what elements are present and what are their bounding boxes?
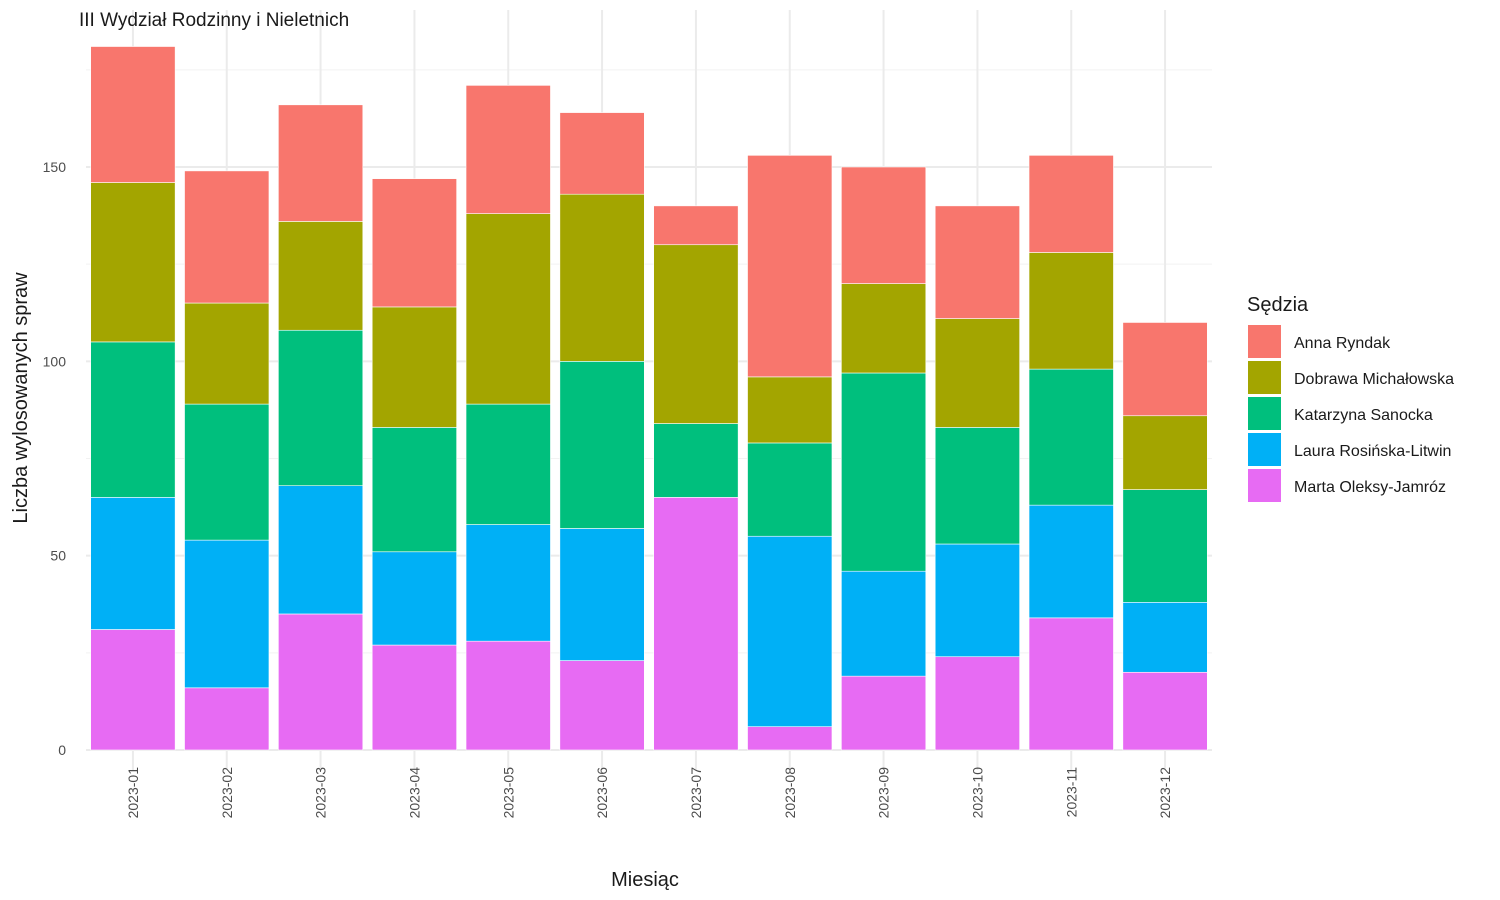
bar-segment: [1122, 415, 1208, 490]
x-tick-label: 2023-02: [219, 767, 235, 819]
x-tick-label: 2023-11: [1063, 767, 1079, 818]
bar-segment: [1122, 322, 1208, 417]
bar-segment: [465, 524, 551, 642]
y-tick-label: 50: [50, 548, 66, 564]
bar-segment: [559, 660, 645, 751]
bar-segment: [184, 302, 270, 405]
bar-segment: [465, 85, 551, 214]
bar-segment: [559, 193, 645, 362]
bar-segment: [841, 675, 927, 751]
bar-segment: [934, 205, 1020, 319]
bar-segment: [934, 543, 1020, 658]
bar-segment: [1028, 155, 1114, 253]
bar-segment: [747, 442, 833, 537]
legend-swatch: [1248, 325, 1281, 358]
y-tick-label: 100: [43, 353, 67, 369]
legend-label: Anna Ryndak: [1294, 335, 1391, 352]
bar-segment: [841, 570, 927, 677]
x-axis-label: Miesiąc: [611, 869, 679, 891]
bar-segment: [184, 170, 270, 304]
legend-label: Katarzyna Sanocka: [1294, 407, 1433, 424]
x-tick-label: 2023-10: [969, 767, 985, 819]
bar-segment: [1122, 671, 1208, 751]
bar-segment: [184, 687, 270, 751]
bar-segment: [90, 46, 176, 183]
bar-segment: [1028, 617, 1114, 751]
chart-title: III Wydział Rodzinny i Nieletnich: [79, 10, 349, 31]
bar-segment: [278, 485, 364, 615]
bar-segment: [841, 283, 927, 374]
x-tick-label: 2023-04: [406, 767, 422, 819]
bar-segment: [371, 178, 457, 308]
bar-segment: [559, 528, 645, 661]
bar-segment: [465, 403, 551, 525]
legend-swatch: [1248, 469, 1281, 502]
x-tick-label: 2023-03: [313, 767, 329, 819]
bar-segment: [371, 427, 457, 553]
x-axis-ticks: 2023-01 2023-02 2023-03 2023-04 2023-05 2023-…: [125, 767, 1173, 819]
x-tick-label: 2023-12: [1157, 767, 1173, 819]
bar-segment: [184, 539, 270, 689]
bar-segment: [90, 629, 176, 751]
bar-segment: [278, 104, 364, 222]
x-tick-label: 2023-06: [594, 767, 610, 819]
x-tick-label: 2023-08: [782, 767, 798, 819]
legend-label: Dobrawa Michałowska: [1294, 371, 1454, 388]
bar-segment: [371, 306, 457, 428]
y-tick-label: 0: [58, 742, 66, 758]
bar-segment: [934, 656, 1020, 751]
legend-swatch: [1248, 361, 1281, 394]
bar-segment: [747, 155, 833, 378]
bar-segment: [559, 361, 645, 529]
bar-segment: [90, 341, 176, 498]
x-tick-label: 2023-07: [688, 767, 704, 819]
bar-segment: [747, 726, 833, 751]
bar-segment: [934, 318, 1020, 428]
bar-segment: [653, 244, 739, 424]
bar-segment: [1028, 504, 1114, 619]
bar-segment: [184, 403, 270, 541]
x-tick-label: 2023-09: [876, 767, 892, 819]
bar-segment: [371, 644, 457, 751]
x-tick-label: 2023-05: [500, 767, 516, 819]
bar-segment: [371, 551, 457, 646]
bar-segment: [934, 427, 1020, 545]
bar-segment: [653, 423, 739, 498]
bar-segment: [278, 329, 364, 487]
bar-segment: [278, 221, 364, 331]
bar-segment: [747, 376, 833, 444]
bars: [90, 46, 1208, 751]
bar-segment: [1028, 252, 1114, 370]
bar-segment: [1122, 489, 1208, 603]
bar-segment: [841, 372, 927, 572]
legend-title: Sędzia: [1247, 294, 1309, 316]
legend-label: Laura Rosińska-Litwin: [1294, 443, 1451, 460]
legend-label: Marta Oleksy-Jamróz: [1294, 479, 1446, 496]
legend-swatch: [1248, 397, 1281, 430]
y-axis-ticks: 0 50 100 150: [43, 159, 67, 758]
bar-segment: [1122, 602, 1208, 673]
y-tick-label: 150: [43, 159, 67, 175]
y-axis-label: Liczba wylosowanych spraw: [10, 272, 32, 524]
bar-segment: [90, 497, 176, 630]
bar-segment: [653, 205, 739, 246]
bar-segment: [465, 213, 551, 405]
legend-swatch: [1248, 433, 1281, 466]
bar-segment: [1028, 368, 1114, 506]
bar-segment: [747, 535, 833, 727]
bar-segment: [653, 497, 739, 751]
legend: Sędzia Anna Ryndak Dobrawa Michałowska Kat…: [1247, 294, 1454, 502]
bar-segment: [278, 613, 364, 751]
bar-segment: [559, 112, 645, 195]
x-tick-label: 2023-01: [125, 767, 141, 819]
bar-segment: [841, 166, 927, 284]
bar-segment: [465, 640, 551, 751]
bar-segment: [90, 182, 176, 343]
